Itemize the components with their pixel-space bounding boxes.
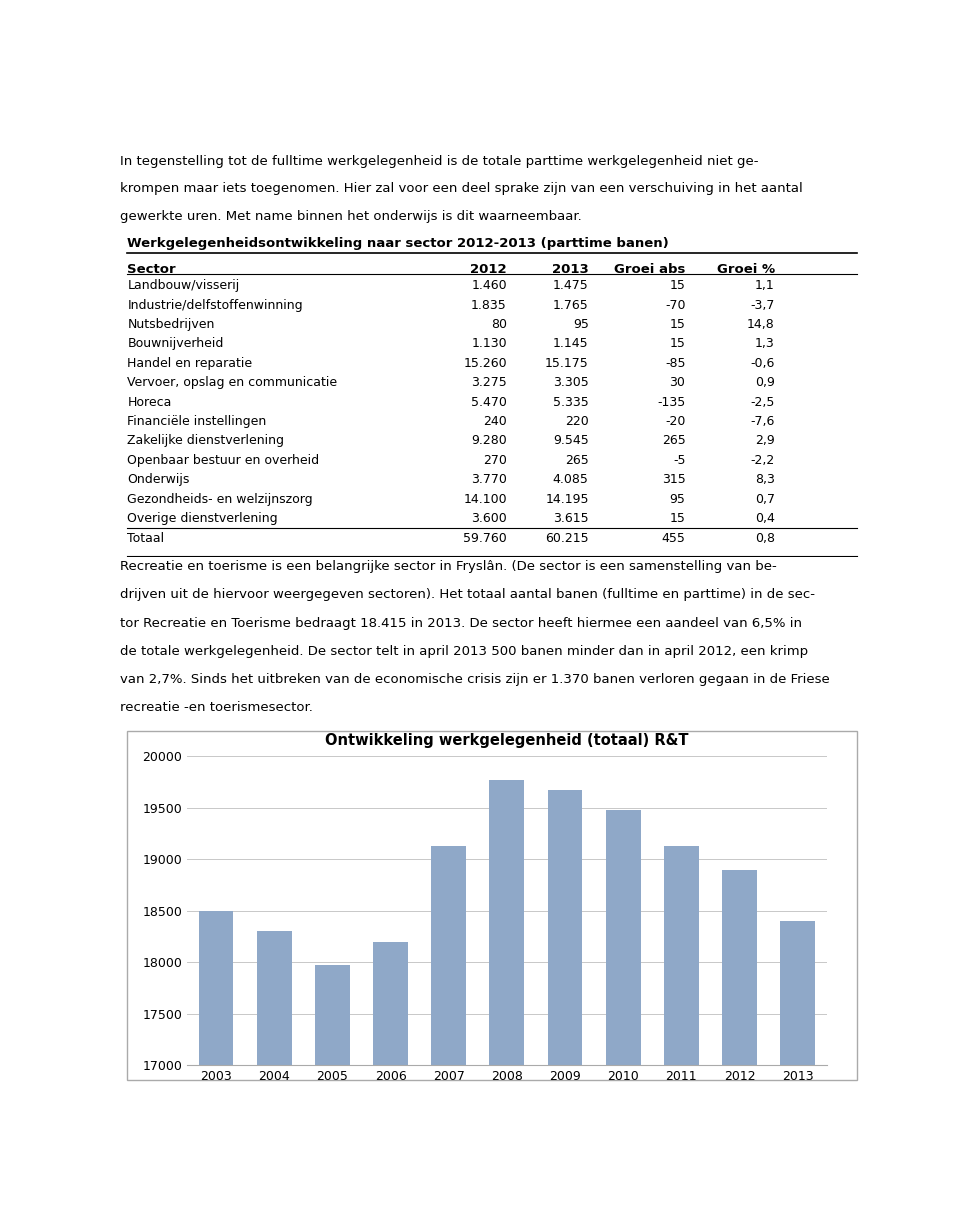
Text: 1,1: 1,1 <box>755 280 775 292</box>
Text: Industrie/delfstoffenwinning: Industrie/delfstoffenwinning <box>128 298 303 311</box>
Text: 15.260: 15.260 <box>464 357 507 370</box>
Text: 15: 15 <box>669 512 685 525</box>
Text: 1.475: 1.475 <box>553 280 588 292</box>
Text: Gezondheids- en welzijnszorg: Gezondheids- en welzijnszorg <box>128 493 313 505</box>
Text: -7,6: -7,6 <box>751 415 775 429</box>
Text: Nutsbedrijven: Nutsbedrijven <box>128 317 215 331</box>
Text: 240: 240 <box>483 415 507 429</box>
Text: 15: 15 <box>669 337 685 350</box>
Text: 1.145: 1.145 <box>553 337 588 350</box>
Text: 2012: 2012 <box>470 263 507 276</box>
Text: 15.175: 15.175 <box>545 357 588 370</box>
Text: Groei %: Groei % <box>716 263 775 276</box>
Text: -0,6: -0,6 <box>751 357 775 370</box>
Text: krompen maar iets toegenomen. Hier zal voor een deel sprake zijn van een verschu: krompen maar iets toegenomen. Hier zal v… <box>120 182 803 195</box>
Text: 15: 15 <box>669 280 685 292</box>
Text: 4.085: 4.085 <box>553 474 588 486</box>
Text: 0,9: 0,9 <box>755 376 775 389</box>
Text: Zakelijke dienstverlening: Zakelijke dienstverlening <box>128 435 284 447</box>
Text: van 2,7%. Sinds het uitbreken van de economische crisis zijn er 1.370 banen verl: van 2,7%. Sinds het uitbreken van de eco… <box>120 673 829 686</box>
Text: 1.835: 1.835 <box>471 298 507 311</box>
Text: 80: 80 <box>491 317 507 331</box>
Text: gewerkte uren. Met name binnen het onderwijs is dit waarneembaar.: gewerkte uren. Met name binnen het onder… <box>120 210 582 222</box>
Text: 3.615: 3.615 <box>553 512 588 525</box>
Text: 1.765: 1.765 <box>553 298 588 311</box>
Text: In tegenstelling tot de fulltime werkgelegenheid is de totale parttime werkgeleg: In tegenstelling tot de fulltime werkgel… <box>120 155 758 168</box>
Text: Vervoer, opslag en communicatie: Vervoer, opslag en communicatie <box>128 376 338 389</box>
Text: Landbouw/visserij: Landbouw/visserij <box>128 280 240 292</box>
Text: Handel en reparatie: Handel en reparatie <box>128 357 252 370</box>
Text: -20: -20 <box>665 415 685 429</box>
Text: recreatie -en toerismesector.: recreatie -en toerismesector. <box>120 701 313 714</box>
Text: Totaal: Totaal <box>128 531 164 545</box>
Text: 14.100: 14.100 <box>464 493 507 505</box>
Text: 15: 15 <box>669 317 685 331</box>
Text: Financiële instellingen: Financiële instellingen <box>128 415 267 429</box>
Text: -2,5: -2,5 <box>751 396 775 409</box>
Text: 8,3: 8,3 <box>755 474 775 486</box>
Text: 14,8: 14,8 <box>747 317 775 331</box>
Text: Horeca: Horeca <box>128 396 172 409</box>
Text: 455: 455 <box>661 531 685 545</box>
Text: 59.760: 59.760 <box>463 531 507 545</box>
Text: 5.470: 5.470 <box>471 396 507 409</box>
Text: 265: 265 <box>565 454 588 466</box>
Text: Bouwnijverheid: Bouwnijverheid <box>128 337 224 350</box>
Text: Groei abs: Groei abs <box>614 263 685 276</box>
Text: 315: 315 <box>661 474 685 486</box>
Text: 3.600: 3.600 <box>471 512 507 525</box>
Text: 3.770: 3.770 <box>471 474 507 486</box>
Text: Sector: Sector <box>128 263 176 276</box>
Text: -3,7: -3,7 <box>751 298 775 311</box>
Text: 1,3: 1,3 <box>755 337 775 350</box>
Text: de totale werkgelegenheid. De sector telt in april 2013 500 banen minder dan in : de totale werkgelegenheid. De sector tel… <box>120 645 808 658</box>
Text: 95: 95 <box>669 493 685 505</box>
Text: drijven uit de hiervoor weergegeven sectoren). Het totaal aantal banen (fulltime: drijven uit de hiervoor weergegeven sect… <box>120 589 815 602</box>
Text: 95: 95 <box>573 317 588 331</box>
Text: 2,9: 2,9 <box>755 435 775 447</box>
Text: 265: 265 <box>661 435 685 447</box>
Text: 5.335: 5.335 <box>553 396 588 409</box>
Text: 60.215: 60.215 <box>545 531 588 545</box>
Text: 0,8: 0,8 <box>755 531 775 545</box>
Text: Onderwijs: Onderwijs <box>128 474 190 486</box>
Text: Openbaar bestuur en overheid: Openbaar bestuur en overheid <box>128 454 320 466</box>
Text: 14.195: 14.195 <box>545 493 588 505</box>
Text: 3.275: 3.275 <box>471 376 507 389</box>
Text: 30: 30 <box>669 376 685 389</box>
Text: -5: -5 <box>673 454 685 466</box>
Text: Overige dienstverlening: Overige dienstverlening <box>128 512 278 525</box>
Text: 220: 220 <box>565 415 588 429</box>
Text: 1.130: 1.130 <box>471 337 507 350</box>
Text: -70: -70 <box>665 298 685 311</box>
Text: 1.460: 1.460 <box>471 280 507 292</box>
Text: 0,4: 0,4 <box>755 512 775 525</box>
Text: 9.280: 9.280 <box>471 435 507 447</box>
Text: Recreatie en toerisme is een belangrijke sector in Fryslân. (De sector is een sa: Recreatie en toerisme is een belangrijke… <box>120 560 777 573</box>
Text: tor Recreatie en Toerisme bedraagt 18.415 in 2013. De sector heeft hiermee een a: tor Recreatie en Toerisme bedraagt 18.41… <box>120 617 802 630</box>
Text: 0,7: 0,7 <box>755 493 775 505</box>
Text: 3.305: 3.305 <box>553 376 588 389</box>
Text: -135: -135 <box>658 396 685 409</box>
Text: 9.545: 9.545 <box>553 435 588 447</box>
Text: 2013: 2013 <box>552 263 588 276</box>
Text: 270: 270 <box>483 454 507 466</box>
Text: Werkgelegenheidsontwikkeling naar sector 2012-2013 (parttime banen): Werkgelegenheidsontwikkeling naar sector… <box>128 237 669 250</box>
Text: -85: -85 <box>665 357 685 370</box>
Text: -2,2: -2,2 <box>751 454 775 466</box>
